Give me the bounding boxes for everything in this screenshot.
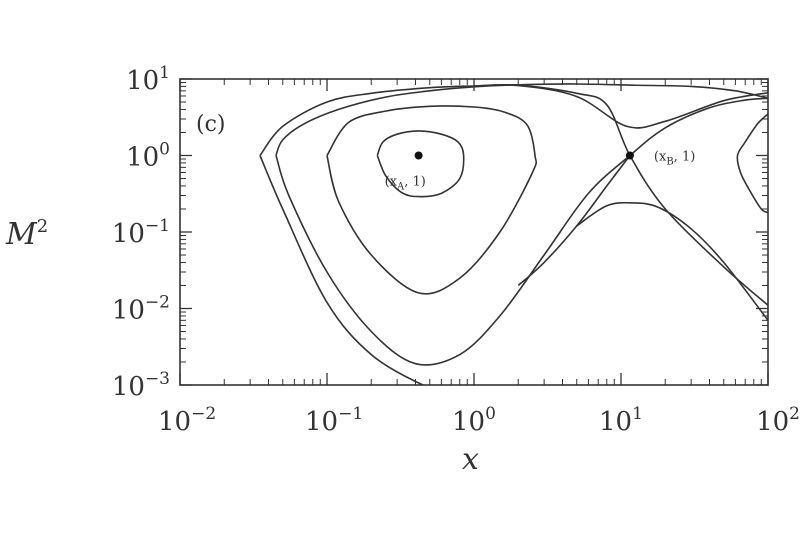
trajectory-curve [517,155,631,287]
x-tick-label: 100 [452,404,496,437]
x-tick-label: 10−2 [158,404,216,437]
panel-label: (c) [196,112,226,137]
x-tick-label: 10−1 [305,404,363,437]
trajectory-curves [259,83,768,385]
trajectory-curve [275,97,768,366]
x-axis-label: x [462,442,479,477]
trajectory-curve [473,84,768,129]
trajectory-curve [376,130,465,198]
y-axis-label: M2 [5,216,48,252]
trajectory-curve [576,201,768,321]
y-tick-label: 100 [126,140,170,173]
trajectory-curve [259,155,426,385]
minor-ticks [180,79,768,385]
critical-points: (xA, 1) (xB, 1) [385,150,696,193]
x-tick-label: 101 [599,404,643,437]
critical-point-label: (xB, 1) [654,150,695,168]
critical-point [625,151,634,160]
y-tick-label: 101 [126,63,170,96]
plot-frame [179,78,769,386]
y-tick-labels: 101 100 10−1 10−2 10−3 [112,63,170,402]
x-tick-labels: 10−2 10−1 100 101 102 [158,404,800,437]
major-ticks [179,78,769,386]
trajectory-curve [736,113,768,214]
trajectory-curve [326,105,538,295]
critical-point-label: (xA, 1) [385,175,426,193]
y-tick-label: 10−3 [112,369,170,402]
y-tick-label: 10−2 [112,293,170,326]
x-tick-label: 102 [756,404,800,437]
y-tick-label: 10−1 [112,216,170,249]
critical-point [414,151,423,160]
